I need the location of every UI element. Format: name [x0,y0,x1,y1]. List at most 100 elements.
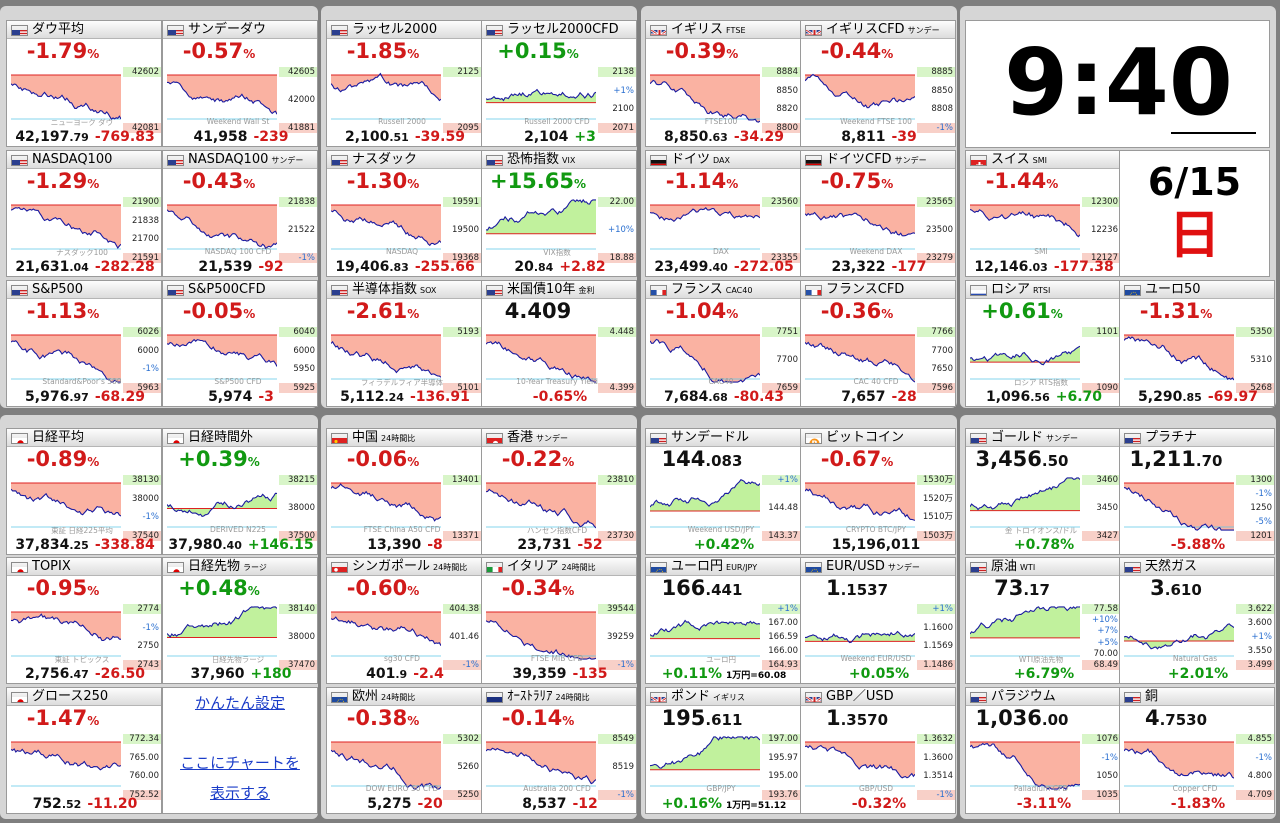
tile-dax-cfd[interactable]: ドイツCFD サンデー -0.75% 23565 23500 23279 Weekend D… [800,150,956,277]
tile-title: ゴールド サンデー [991,430,1079,445]
axis-label: 5302 [443,734,481,744]
footer: 7,657 -28 [801,389,955,406]
tile-ftse-cfd[interactable]: イギリスCFD サンデー -0.44% 8885 8850 8808 -1% Weekend … [800,20,956,147]
change-percent: +0.39% [178,447,260,471]
chart-area [970,205,1080,237]
tile-sp500-cfd[interactable]: S&P500CFD -0.05% 6040 6000 5950 5925 S&P500 CF… [162,280,318,407]
tile-gold[interactable]: ゴールド サンデー 3,456.50 3460 3450 3427 金 トロイオンス/ドル +… [965,428,1121,555]
tile-title: ラッセル2000 [352,22,438,37]
chart-line [970,345,1080,366]
tile-nasdaq[interactable]: ナスダック -1.30% 19591 19500 19368 NASDAQ 19,406.8… [326,150,482,277]
tile-russell[interactable]: ラッセル2000 -1.85% 2125 2095 Russell 2000 2,100.… [326,20,482,147]
tile-topix[interactable]: TOPIX -0.95% 2774 -1% 2750 2743 東証 トピックス 2,756.… [6,557,162,684]
axis-label: 4.399 [598,383,636,393]
tile-nikkei-ext[interactable]: 日経時間外 +0.39% 38215 38000 37500 DERIVED N225 37… [162,428,318,555]
axis-label: 7700 [931,345,953,356]
footer: 7,684.68 -80.43 [646,389,800,406]
footer: 15,196,011 [801,537,955,554]
chart-line [1124,336,1234,381]
current-price: 144.083 [661,447,743,471]
chart-area [650,736,760,770]
tile-us10y[interactable]: 米国債10年 金利 4.409 4.448 4.399 10-Year Treasury … [481,280,637,407]
chart-line [650,79,760,123]
tile-nasdaq100-sun[interactable]: NASDAQ100 サンデー -0.43% 21838 21522 -1% NASDAQ 1… [162,150,318,277]
axis-label: 1503万 [917,531,955,541]
price-chart [805,73,915,120]
tile-italy[interactable]: イタリア 24時間比 -0.34% 39544 39259 -1% FTSE MIB CFD… [481,557,637,684]
chart-line [486,488,596,529]
tile-eurusd[interactable]: EUR/USD サンデー 1.1537 +1% 1.1600 1.1569 1.1486 We… [800,557,956,684]
footer: 752.52 -11.20 [7,796,161,813]
tile-cac-cfd[interactable]: フランスCFD -0.36% 7766 7700 7650 7596 CAC 40 CFD 7… [800,280,956,407]
tile-sp500[interactable]: S&P500 -1.13% 6026 6000 -1% 5963 Standard&Poor… [6,280,162,407]
tile-smi[interactable]: スイス SMI -1.44% 12300 12236 12127 SMI 12,146.03-… [965,150,1121,277]
tile-title: イギリス FTSE [671,22,746,37]
change-value: -3.11% [1016,796,1072,812]
price-chart [486,88,596,120]
tile-rts[interactable]: ロシア RTSI +0.61% 1101 1090 ロシア RTS指数 1,096.56 +6… [965,280,1121,407]
tile-china[interactable]: 中国 24時間比 -0.06% 13401 13371 FTSE China A50 CF… [326,428,482,555]
tile-dow[interactable]: ダウ平均 -1.79% 42602 42081 ニューヨーク ダウ 42,197.79 -7… [6,20,162,147]
tile-vix[interactable]: 恐怖指数 VIX +15.65% 22.00 +10% 18.88 VIX指数 20.84 +2… [481,150,637,277]
price-value: 5,275 [367,796,412,812]
tile-nikkei[interactable]: 日経平均 -0.89% 38130 38000 -1% 37540 東証 日経225平均 37… [6,428,162,555]
tile-nasdaq100[interactable]: NASDAQ100 -1.29% 21900 21838 21700 21591 ナスダック… [6,150,162,277]
price-chart [970,345,1080,380]
price-value: 7,657 [841,389,886,405]
tile-btc[interactable]: B ビットコイン -0.67% 1530万 1520万 1510万 1503万 CRYPTO … [800,428,956,555]
tile-gbpjpy[interactable]: ポンド イギリス 195.611 197.00 195.97 195.00 193.76 GB… [645,687,801,814]
tile-title: シンガポール 24時間比 [352,559,468,574]
tile-sg[interactable]: シンガポール 24時間比 -0.60% 404.38 401.46 -1% sg30 CFD… [326,557,482,684]
change-percent: +15.65% [489,169,587,193]
axis-label: 23810 [598,475,636,485]
tile-title: 日経時間外 [188,430,254,445]
price-chart [1124,482,1234,531]
tile-cac[interactable]: フランス CAC40 -1.04% 7751 7700 7659 CAC40 7,684.68… [645,280,801,407]
footer: 13,390 -8 [327,537,481,554]
easy-settings-link[interactable]: かんたん設定 [194,694,285,712]
tile-gbpusd[interactable]: GBP／USD 1.3570 1.3632 1.3600 1.3514 -1% GBP/US… [800,687,956,814]
price-chart [167,334,277,380]
axis-label: 2750 [137,641,159,652]
tile-copper[interactable]: 銅 4.7530 4.855 -1% 4.800 4.709 Copper CFD -1.83… [1119,687,1275,814]
tile-eurjpy[interactable]: ユーロ円 EUR/JPY 166.441 +1% 167.00 166.59 166.00 1… [645,557,801,684]
tile-platinum[interactable]: プラチナ 1,211.70 1300 -1% 1250 -5% 1201 -5.88% [1119,428,1275,555]
tile-euro50[interactable]: ユーロ50 -1.31% 5350 5310 5268 5,290.85 -69.97 [1119,280,1275,407]
change-percent: -1.13% [26,299,100,323]
flag-icon [970,692,987,703]
axis-label: 13371 [443,531,481,541]
axis-label: 2774 [123,604,161,614]
tile-header: シンガポール 24時間比 [327,558,481,576]
show-chart-link-2[interactable]: 表示する [209,784,270,802]
change-value: -282.28 [94,259,155,275]
tile-palladium[interactable]: パラジウム 1,036.00 1076 -1% 1050 1035 Palladium CF… [965,687,1121,814]
price-chart [805,741,915,787]
tile-aus[interactable]: ｵｰｽﾄﾗﾘｱ 24時間比 -0.14% 8549 8519 -1% Australia 2… [481,687,637,814]
price-chart [167,606,277,657]
tile-title: フランスCFD [826,282,905,297]
tile-growth[interactable]: グロース250 -1.47% 772.34 765.00 760.00 752.52 752… [6,687,162,814]
tile-sox[interactable]: 半導体指数 SOX -2.61% 5193 5101 フィラデルフィア半導体 5,112.2… [326,280,482,407]
footer: -0.32% [801,796,955,813]
tile-dax[interactable]: ドイツ DAX -1.14% 23560 23355 DAX 23,499.40 -272.0… [645,150,801,277]
flag-icon [650,25,667,36]
tile-crude[interactable]: 原油 WTI 73.17 77.58 +10% +7% +5% 70.00 68.49 WTI原油… [965,557,1121,684]
tile-russell-cfd[interactable]: ラッセル2000CFD +0.15% 2138 +1% 2100 2071 Russell … [481,20,637,147]
tile-ftse[interactable]: イギリス FTSE -0.39% 8884 8850 8820 8800 FTSE100 8,8… [645,20,801,147]
tile-natgas[interactable]: 天然ガス 3.610 3.622 3.600 +1% 3.550 3.499 Natural … [1119,557,1275,684]
axis-label: 1.3600 [923,752,953,763]
tile-header: 中国 24時間比 [327,429,481,447]
show-chart-link[interactable]: ここにチャートを [180,754,300,772]
chart-area [11,75,121,120]
clock-panel: 9:40 [965,20,1270,148]
flag-icon [650,155,667,166]
chart-line [650,207,760,223]
tile-hk[interactable]: 香港 サンデー -0.22% 23810 23730 ハンセン指数CFD 23,731 -52 [481,428,637,555]
tile-usdjpy-sun[interactable]: サンデードル 144.083 +1% 144.48 143.37 Weekend USD/… [645,428,801,555]
axis-label: 21838 [279,197,317,207]
tile-sunday-dow[interactable]: サンデーダウ -0.57% 42605 42000 41881 Weekend Wall … [162,20,318,147]
footer: 37,834.25 -338.84 [7,537,161,554]
change-percent: -1.79% [26,39,100,63]
tile-nikkei-fut[interactable]: 日経先物 ラージ +0.48% 38140 38000 37470 日経先物ラージ 37,96… [162,557,318,684]
tile-europe[interactable]: 欧州 24時間比 -0.38% 5302 5260 5250 DOW EURO 50 CFD… [326,687,482,814]
